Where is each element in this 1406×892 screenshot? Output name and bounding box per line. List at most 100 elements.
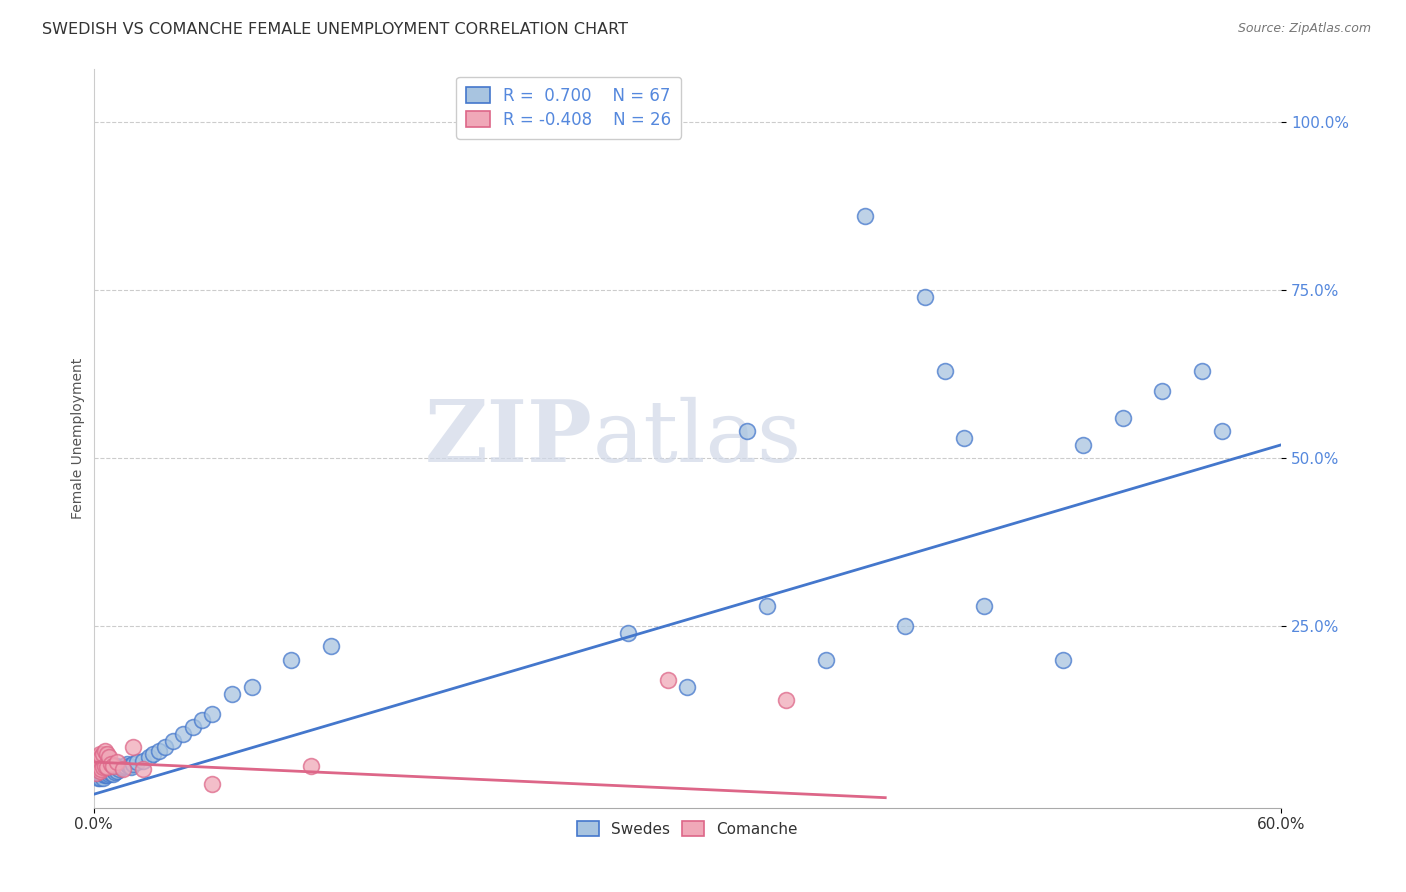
Y-axis label: Female Unemployment: Female Unemployment <box>72 358 86 519</box>
Point <box>86 760 108 774</box>
Point <box>1052 653 1074 667</box>
Point <box>96 747 118 761</box>
Point <box>148 744 170 758</box>
Point <box>617 626 640 640</box>
Point <box>319 640 342 654</box>
Point <box>153 740 176 755</box>
Point <box>86 767 108 781</box>
Point <box>90 765 112 780</box>
Point <box>142 747 165 761</box>
Point <box>894 619 917 633</box>
Point <box>94 768 117 782</box>
Point <box>114 759 136 773</box>
Point <box>93 747 115 761</box>
Point <box>93 760 115 774</box>
Point <box>120 760 142 774</box>
Point <box>162 733 184 747</box>
Point <box>221 686 243 700</box>
Point <box>122 740 145 755</box>
Point <box>181 720 204 734</box>
Point <box>280 653 302 667</box>
Point <box>1211 425 1233 439</box>
Point <box>86 771 108 785</box>
Point <box>84 765 107 780</box>
Point <box>775 693 797 707</box>
Point <box>100 757 122 772</box>
Point <box>98 767 121 781</box>
Point <box>96 760 118 774</box>
Point <box>172 727 194 741</box>
Point <box>132 754 155 768</box>
Text: SWEDISH VS COMANCHE FEMALE UNEMPLOYMENT CORRELATION CHART: SWEDISH VS COMANCHE FEMALE UNEMPLOYMENT … <box>42 22 628 37</box>
Point <box>973 599 995 614</box>
Point <box>934 364 956 378</box>
Text: ZIP: ZIP <box>425 396 592 480</box>
Point <box>93 760 115 774</box>
Point <box>110 760 132 774</box>
Point <box>657 673 679 687</box>
Point <box>755 599 778 614</box>
Point <box>104 765 127 780</box>
Point <box>115 757 138 772</box>
Point <box>103 767 125 781</box>
Point <box>89 764 111 778</box>
Point <box>103 762 125 776</box>
Point <box>138 750 160 764</box>
Point <box>93 767 115 781</box>
Point <box>105 764 128 778</box>
Point <box>90 768 112 782</box>
Point <box>89 759 111 773</box>
Point <box>94 759 117 773</box>
Point <box>1152 384 1174 398</box>
Point <box>96 765 118 780</box>
Point <box>118 759 141 773</box>
Point <box>201 706 224 721</box>
Point <box>103 759 125 773</box>
Point <box>89 764 111 778</box>
Point <box>86 757 108 772</box>
Text: atlas: atlas <box>592 397 801 480</box>
Point <box>84 760 107 774</box>
Point <box>84 764 107 778</box>
Point <box>1071 438 1094 452</box>
Point <box>735 425 758 439</box>
Point <box>84 767 107 781</box>
Point <box>914 290 936 304</box>
Point <box>127 755 149 769</box>
Point <box>814 653 837 667</box>
Point <box>94 765 117 780</box>
Point <box>100 765 122 780</box>
Point <box>94 744 117 758</box>
Point <box>108 762 131 776</box>
Point <box>201 777 224 791</box>
Point <box>90 750 112 764</box>
Point <box>93 771 115 785</box>
Point <box>105 755 128 769</box>
Point <box>953 431 976 445</box>
Point <box>93 764 115 778</box>
Point <box>122 757 145 772</box>
Point <box>132 762 155 776</box>
Point <box>112 762 135 776</box>
Point <box>90 762 112 776</box>
Point <box>1112 411 1135 425</box>
Legend: Swedes, Comanche: Swedes, Comanche <box>569 814 806 845</box>
Point <box>1191 364 1213 378</box>
Point <box>96 762 118 776</box>
Point <box>89 767 111 781</box>
Point <box>89 771 111 785</box>
Point <box>676 680 699 694</box>
Point <box>100 763 122 777</box>
Point <box>112 760 135 774</box>
Point <box>240 680 263 694</box>
Point <box>89 760 111 774</box>
Point <box>89 747 111 761</box>
Point <box>855 210 877 224</box>
Point <box>86 764 108 778</box>
Point <box>98 764 121 778</box>
Point <box>94 759 117 773</box>
Point <box>191 714 214 728</box>
Point <box>98 750 121 764</box>
Text: Source: ZipAtlas.com: Source: ZipAtlas.com <box>1237 22 1371 36</box>
Point <box>86 750 108 764</box>
